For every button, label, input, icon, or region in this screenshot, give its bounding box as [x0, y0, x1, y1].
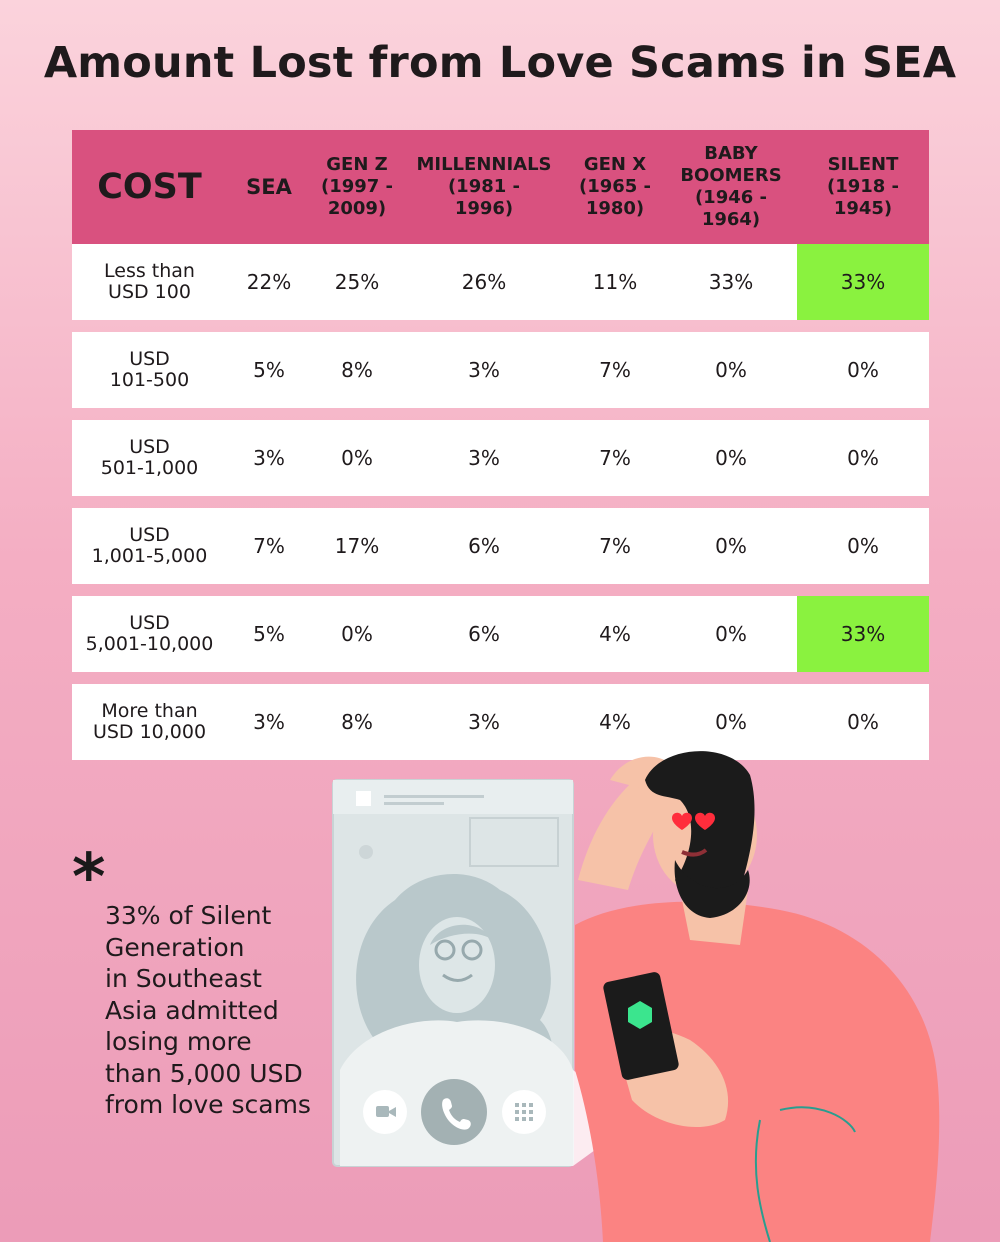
table-cell: 0% [715, 710, 747, 734]
row-label: Less than USD 100 [104, 260, 195, 303]
man-figure [575, 751, 940, 1242]
table-cell: 0% [847, 534, 879, 558]
loss-table: COST SEA GEN Z (1997 - 2009) MILLENNIALS (1… [72, 130, 929, 760]
row-label: USD 1,001-5,000 [91, 524, 208, 567]
table-cell: 7% [599, 358, 631, 382]
table-cell: 4% [599, 710, 631, 734]
table-row: USD 501-1,000 3% 0% 3% 7% 0% 0% [72, 420, 929, 496]
keypad-icon [515, 1103, 533, 1121]
table-cell: 22% [246, 270, 292, 294]
row-label: USD 501-1,000 [100, 436, 199, 479]
phone-call-icon [442, 1098, 471, 1130]
table-cell: 4% [599, 622, 631, 646]
table-header: COST SEA GEN Z (1997 - 2009) MILLENNIALS (1… [72, 130, 929, 244]
row-label: More than USD 10,000 [92, 700, 207, 743]
table-cell: 3% [468, 710, 500, 734]
table-cell: 5% [253, 622, 285, 646]
table-cell: 8% [341, 710, 373, 734]
video-camera-icon [376, 1106, 396, 1117]
table-cell: 7% [253, 534, 285, 558]
table-cell: 7% [599, 446, 631, 470]
table-cell: 6% [468, 622, 500, 646]
table-cell: 0% [847, 710, 879, 734]
table-cell: 33% [708, 270, 754, 294]
table-cell: 3% [253, 446, 285, 470]
table-cell: 11% [592, 270, 638, 294]
table-row: USD 1,001-5,000 7% 17% 6% 7% 0% 0% [72, 508, 929, 584]
table-row: More than USD 10,000 3% 8% 3% 4% 0% 0% [72, 684, 929, 760]
table-cell: 17% [334, 534, 380, 558]
table-cell: 3% [253, 710, 285, 734]
table-cell: 3% [468, 358, 500, 382]
table-cell: 3% [468, 446, 500, 470]
table-row: Less than USD 100 22% 25% 26% 11% 33% 33% [72, 244, 929, 320]
woman-figure [340, 873, 573, 1166]
table-row: USD 5,001-10,000 5% 0% 6% 4% 0% 33% [72, 596, 929, 672]
heart-eyes-icon [672, 812, 715, 830]
smartphone-icon [603, 972, 679, 1080]
column-header: MILLENNIALS (1981 - 1996) [416, 154, 552, 219]
table-cell: 0% [715, 358, 747, 382]
footnote-text: 33% of Silent Generation in Southeast As… [105, 901, 311, 1119]
table-cell: 0% [715, 622, 747, 646]
page-title: Amount Lost from Love Scams in SEA [43, 38, 957, 88]
table-cell: 7% [599, 534, 631, 558]
video-call-window [332, 779, 602, 1167]
column-header: BABY BOOMERS (1946 - 1964) [680, 143, 782, 230]
table-cell: 0% [847, 446, 879, 470]
column-header: SEA [246, 175, 292, 199]
table-cell: 25% [334, 270, 380, 294]
table-cell: 6% [468, 534, 500, 558]
table-cell: 0% [715, 534, 747, 558]
table-row: USD 101-500 5% 8% 3% 7% 0% 0% [72, 332, 929, 408]
table-cell: 0% [341, 622, 373, 646]
table-cell: 8% [341, 358, 373, 382]
column-header: SILENT (1918 - 1945) [826, 154, 900, 219]
table-cell: 5% [253, 358, 285, 382]
highlighted-cell: 33% [797, 596, 929, 672]
table-cell: 0% [847, 358, 879, 382]
table-cell: 0% [341, 446, 373, 470]
man-video-call-illustration [332, 751, 940, 1242]
column-header: GEN X (1965 - 1980) [578, 154, 652, 219]
column-header: COST [97, 167, 202, 207]
row-label: USD 5,001-10,000 [85, 612, 214, 655]
highlighted-cell: 33% [797, 244, 929, 320]
table-cell: 26% [461, 270, 507, 294]
table-cell: 0% [715, 446, 747, 470]
row-label: USD 101-500 [109, 348, 190, 391]
column-header: GEN Z (1997 - 2009) [320, 154, 394, 219]
